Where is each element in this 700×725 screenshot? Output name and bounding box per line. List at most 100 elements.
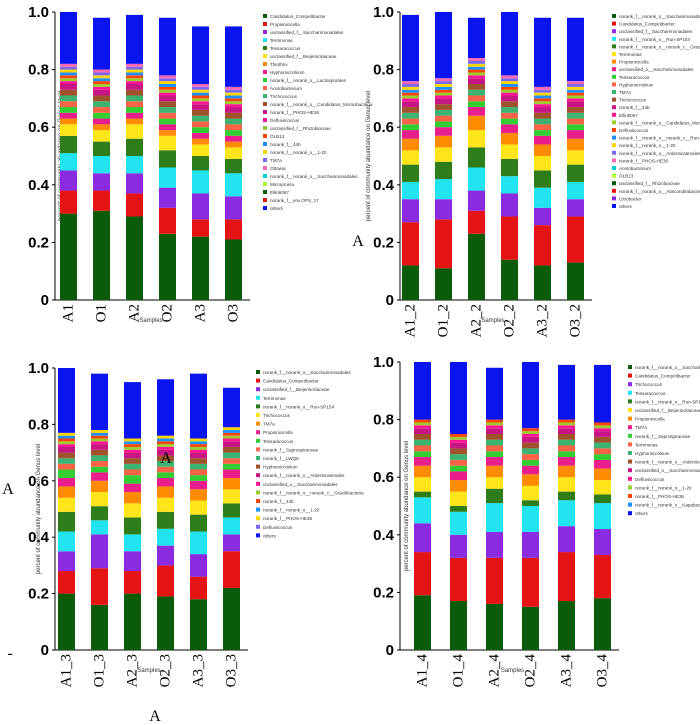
bar-segment: [225, 219, 242, 240]
bar-segment: [450, 491, 467, 506]
legend-swatch: [612, 36, 616, 41]
bar-segment: [414, 497, 431, 524]
bar-segment: [594, 554, 611, 599]
bar-segment: [435, 104, 452, 110]
bar-segment: [93, 78, 110, 82]
bar-segment: [60, 101, 77, 108]
bar-segment: [558, 434, 575, 440]
bar-segment: [435, 127, 452, 136]
legend-label: norank_f__44b: [263, 499, 294, 504]
bar-segment: [225, 173, 242, 197]
bar-segment: [534, 104, 551, 108]
x-tick-label: O1_4: [451, 654, 467, 688]
bar-segment: [223, 477, 240, 490]
x-tick-label: A2_2: [469, 304, 485, 337]
bar-segment: [124, 469, 141, 476]
bar-segment: [450, 471, 467, 481]
bar-segment: [93, 118, 110, 125]
legend-label: norank_f__norank_o__Run-SP154: [619, 37, 690, 42]
bar-segment: [91, 534, 108, 569]
legend-label: Tessaracoccus: [270, 46, 301, 51]
legend-swatch: [263, 14, 267, 18]
legend-label: norank_f__norank_o__Saccharimonadales: [619, 14, 700, 19]
bar-segment: [126, 78, 143, 82]
bar-segment: [435, 78, 452, 82]
legend-label: norank_f__norank_o__norank_c__Run-SP154: [619, 136, 700, 141]
bar-segment: [223, 503, 240, 518]
bar-segment: [522, 465, 539, 475]
legend-swatch: [628, 476, 632, 481]
bar-segment: [192, 86, 209, 90]
legend-label: norank_f__norank_o__norank_c__Gracilibac…: [263, 490, 364, 495]
legend-swatch: [263, 102, 267, 106]
bar-segment: [126, 216, 143, 300]
legend-label: norank_f__PHOS-HE36: [270, 110, 319, 115]
bar-segment: [91, 441, 108, 445]
legend-label: Trichococcus: [263, 413, 291, 418]
bar-segment: [159, 95, 176, 102]
bar-segment: [486, 465, 503, 478]
bar-segment: [594, 442, 611, 449]
legend-swatch: [628, 511, 632, 516]
bar-segment: [124, 444, 141, 447]
bar-segment: [402, 107, 419, 113]
bar-segment: [435, 89, 452, 93]
bar-segment: [159, 150, 176, 168]
bar-segment: [522, 434, 539, 437]
legend-swatch: [263, 174, 267, 178]
legend-swatch: [263, 46, 267, 50]
margin-dash: -: [7, 645, 12, 662]
bar-segment: [501, 158, 518, 177]
legend-label: Defluviicoccus: [635, 477, 665, 482]
bar-segment: [501, 84, 518, 87]
bar-segment: [402, 14, 419, 82]
bar-segment: [522, 428, 539, 432]
legend-label: norank_f__Saprospiraceae: [263, 447, 319, 452]
bar-segment: [534, 207, 551, 226]
bar-segment: [159, 75, 176, 79]
bar-segment: [223, 587, 240, 650]
y-tick-label: 0.6: [28, 473, 49, 490]
legend-label: norank_f__norank_o__Saccharimonadales: [263, 370, 351, 375]
legend-label: Ellin6067: [270, 190, 289, 195]
bar-segment: [450, 459, 467, 466]
bar-segment: [190, 469, 207, 476]
legend-label: Propionicicella: [263, 430, 293, 435]
bar-segment: [190, 438, 207, 442]
bar-segment: [60, 118, 77, 125]
bar-segment: [486, 488, 503, 504]
bar-segment: [468, 75, 485, 79]
bar-segment: [60, 81, 77, 84]
bar-segment: [157, 446, 174, 450]
legend-swatch: [612, 44, 616, 49]
legend-swatch: [256, 507, 260, 512]
x-tick-label: A1: [61, 304, 77, 322]
bar-segment: [91, 492, 108, 507]
bar-segment: [124, 475, 141, 484]
legend-label: TM7a: [619, 90, 631, 95]
legend-swatch: [612, 105, 616, 110]
legend-swatch: [628, 390, 632, 395]
bar-segment: [126, 69, 143, 73]
bar-segment: [486, 367, 503, 420]
bar-segment: [468, 78, 485, 84]
bar-segment: [190, 446, 207, 450]
y-tick-label: 0: [41, 642, 49, 659]
legend-swatch: [612, 150, 616, 155]
bar-segment: [402, 89, 419, 93]
bar-segment: [567, 124, 584, 131]
bar-segment: [192, 236, 209, 300]
bar-segment: [93, 124, 110, 131]
bar-segment: [159, 81, 176, 84]
bar-segment: [468, 147, 485, 168]
bar-segment: [486, 419, 503, 423]
bar-segment: [501, 124, 518, 133]
bar-segment: [567, 199, 584, 217]
legend-label: norank_f__PHOS-HE36: [635, 494, 684, 499]
bar-segment: [414, 491, 431, 498]
bar-segment: [450, 506, 467, 512]
bar-segment: [501, 118, 518, 125]
bar-segment: [192, 92, 209, 96]
legend-swatch: [263, 30, 267, 34]
legend-label: Terrimonas: [263, 396, 286, 401]
